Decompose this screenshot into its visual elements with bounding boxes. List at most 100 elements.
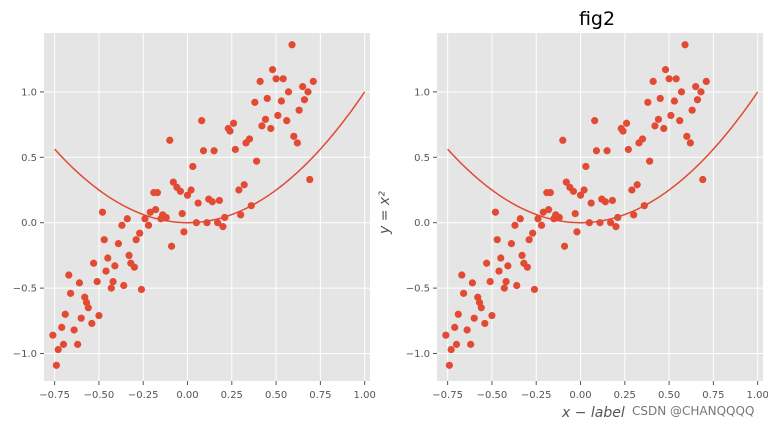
scatter-point — [162, 213, 170, 222]
scatter-point — [84, 304, 92, 312]
y-tick-label: 1.0 — [414, 87, 430, 98]
scatter-point — [268, 66, 277, 74]
x-tick-label: 1.00 — [354, 390, 376, 401]
scatter-point — [309, 77, 317, 86]
x-tick-label: 0.00 — [176, 390, 198, 401]
scatter-point — [261, 115, 270, 123]
scatter-point — [513, 281, 521, 290]
scatter-point — [214, 219, 222, 227]
scatter-point — [518, 251, 526, 260]
scatter-point — [676, 117, 684, 125]
scatter-point — [633, 181, 641, 189]
scatter-point — [681, 41, 689, 49]
scatter-point — [75, 279, 84, 287]
scatter-point — [229, 119, 238, 127]
scatter-point — [672, 75, 680, 83]
x-tick-label: −0.25 — [521, 390, 552, 401]
scatter-point — [125, 251, 133, 260]
scatter-point — [442, 331, 450, 339]
scatter-point — [274, 111, 282, 120]
scatter-point — [272, 75, 280, 83]
x-tick-label: 0.75 — [309, 390, 331, 401]
scatter-point — [493, 236, 501, 244]
scatter-point — [59, 340, 68, 348]
scatter-point — [656, 94, 664, 103]
scatter-point — [61, 310, 69, 318]
scatter-point — [208, 198, 216, 206]
x-tick-label: −0.75 — [39, 390, 70, 401]
scatter-point — [477, 304, 485, 312]
scatter-point — [130, 263, 138, 271]
scatter-point — [497, 254, 505, 262]
scatter-point — [651, 122, 659, 130]
scatter-point — [98, 208, 107, 216]
scatter-point — [299, 83, 307, 91]
scatter-point — [180, 228, 188, 236]
scatter-point — [692, 83, 700, 91]
scatter-point — [458, 271, 466, 279]
scatter-point — [445, 361, 454, 369]
right-xlabel: x − label — [561, 405, 625, 421]
scatter-point — [88, 319, 96, 328]
scatter-point — [697, 88, 705, 96]
scatter-point — [187, 186, 195, 194]
scatter-point — [545, 206, 553, 214]
scatter-point — [481, 319, 489, 328]
scatter-point — [539, 208, 547, 216]
scatter-point — [488, 311, 496, 320]
scatter-point — [258, 122, 266, 130]
scatter-point — [210, 147, 218, 155]
scatter-point — [120, 281, 128, 290]
curve-line — [447, 91, 759, 224]
scatter-point — [504, 262, 512, 270]
scatter-point — [483, 259, 491, 267]
scatter-point — [667, 111, 675, 120]
scatter-point — [529, 229, 537, 237]
x-tick-label: −0.50 — [477, 390, 508, 401]
plot-area — [437, 33, 763, 381]
scatter-point — [107, 284, 115, 292]
right-ylabel: y = x² — [377, 191, 393, 235]
x-tick-label: −0.50 — [84, 390, 115, 401]
scatter-point — [559, 136, 567, 144]
scatter-point — [534, 215, 542, 223]
scatter-point — [93, 277, 101, 286]
scatter-point — [152, 206, 160, 214]
y-tick-label: 0.5 — [21, 153, 37, 164]
scatter-point — [153, 189, 161, 197]
scatter-point — [132, 236, 140, 244]
scatter-point — [215, 196, 224, 205]
scatter-point — [560, 242, 569, 250]
scatter-point — [702, 77, 710, 86]
scatter-point — [447, 346, 455, 354]
scatter-point — [288, 41, 296, 49]
scatter-point — [111, 262, 119, 270]
scatter-point — [100, 236, 108, 244]
x-tick-label: 1.00 — [747, 390, 768, 401]
scatter-point — [284, 88, 293, 96]
scatter-point — [660, 124, 668, 133]
scatter-point — [251, 98, 259, 106]
scatter-point — [573, 228, 581, 236]
y-tick-label: 0.0 — [21, 218, 37, 229]
y-tick-label: −0.5 — [13, 284, 37, 295]
scatter-point — [176, 187, 185, 195]
scatter-point — [607, 219, 615, 227]
x-tick-label: 0.25 — [614, 390, 636, 401]
scatter-point — [591, 117, 599, 125]
x-tick-label: 0.00 — [569, 390, 591, 401]
scatter-point — [486, 277, 494, 286]
scatter-point — [279, 75, 287, 83]
scatter-point — [114, 240, 123, 248]
scatter-point — [300, 96, 309, 104]
y-tick-label: −0.5 — [406, 284, 430, 295]
scatter-point — [277, 97, 286, 105]
scatter-point — [661, 66, 670, 74]
scatter-point — [137, 285, 146, 294]
scatter-point — [569, 187, 578, 195]
scatter-point — [688, 106, 696, 114]
scatter-point — [576, 191, 585, 199]
scatter-point — [169, 178, 177, 186]
scatter-point — [95, 311, 103, 320]
y-tick-label: −1.0 — [13, 349, 37, 360]
